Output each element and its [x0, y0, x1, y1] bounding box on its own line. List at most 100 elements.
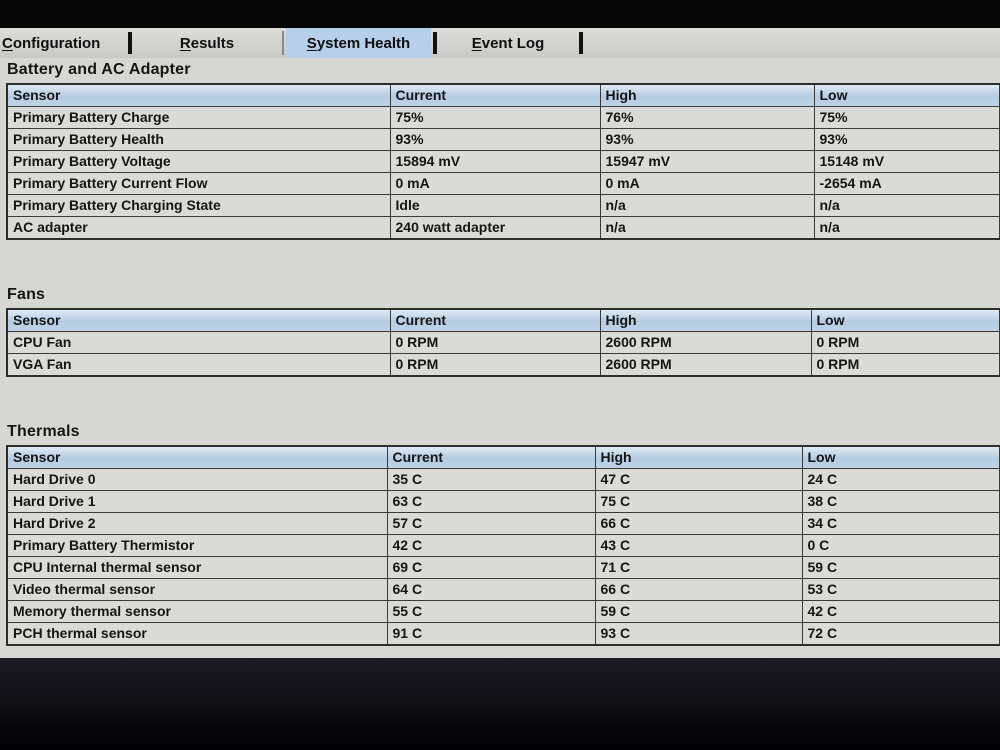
column-header: Current	[389, 308, 601, 332]
tab-separator	[433, 32, 437, 54]
table-row: Hard Drive 0 35 C 47 C 24 C	[6, 468, 1000, 491]
table-row: Memory thermal sensor 55 C 59 C 42 C	[6, 600, 1000, 623]
tab-label: esults	[190, 34, 235, 52]
sensor-value-cell: 24 C	[801, 468, 1000, 491]
tab-label: R	[179, 34, 191, 52]
sensor-name-cell: Primary Battery Thermistor	[6, 534, 388, 557]
sensor-value-cell: 15894 mV	[389, 150, 601, 173]
tab-separator	[579, 32, 583, 54]
sensor-name-cell: Primary Battery Charging State	[6, 194, 391, 217]
table-row: AC adapter 240 watt adapter n/a n/a	[6, 216, 1000, 240]
column-header: Sensor	[6, 308, 391, 332]
sensor-value-cell: 15148 mV	[813, 150, 1000, 173]
tab-label: vent Log	[481, 34, 545, 52]
sensor-name-cell: VGA Fan	[6, 353, 391, 377]
column-header: Current	[386, 445, 596, 469]
table-row: CPU Internal thermal sensor 69 C 71 C 59 C	[6, 556, 1000, 579]
thermals-section-title: Thermals	[7, 423, 80, 440]
column-header: Low	[810, 308, 1000, 332]
table-row: Video thermal sensor 64 C 66 C 53 C	[6, 578, 1000, 601]
sensor-value-cell: 71 C	[594, 556, 803, 579]
column-header: High	[599, 308, 812, 332]
sensor-name-cell: Primary Battery Current Flow	[6, 172, 391, 195]
table-row: Primary Battery Charging State Idle n/a n/a	[6, 194, 1000, 217]
sensor-value-cell: n/a	[813, 216, 1000, 240]
tab-label: onfiguration	[12, 34, 101, 52]
sensor-name-cell: Primary Battery Voltage	[6, 150, 391, 173]
sensor-value-cell: 240 watt adapter	[389, 216, 601, 240]
sensor-value-cell: 0 RPM	[810, 353, 1000, 377]
sensor-value-cell: 93 C	[594, 622, 803, 646]
sensor-value-cell: n/a	[813, 194, 1000, 217]
sensor-name-cell: Primary Battery Charge	[6, 106, 391, 129]
sensor-value-cell: 2600 RPM	[599, 353, 812, 377]
sensor-name-cell: CPU Internal thermal sensor	[6, 556, 388, 579]
table-row: CPU Fan 0 RPM 2600 RPM 0 RPM	[6, 331, 1000, 354]
sensor-value-cell: 69 C	[386, 556, 596, 579]
sensor-value-cell: 0 mA	[389, 172, 601, 195]
sensor-value-cell: n/a	[599, 216, 815, 240]
column-header: High	[594, 445, 803, 469]
tab-results[interactable]: Results	[134, 28, 280, 58]
sensor-name-cell: Hard Drive 2	[6, 512, 388, 535]
sensor-value-cell: 66 C	[594, 578, 803, 601]
table-row: Primary Battery Voltage 15894 mV 15947 mV 1…	[6, 150, 1000, 173]
sensor-name-cell: AC adapter	[6, 216, 391, 240]
sensor-name-cell: Hard Drive 0	[6, 468, 388, 491]
table-row: VGA Fan 0 RPM 2600 RPM 0 RPM	[6, 353, 1000, 377]
sensor-name-cell: PCH thermal sensor	[6, 622, 388, 646]
sensor-value-cell: 55 C	[386, 600, 596, 623]
system-health-panel: Battery and AC Adapter Sensor Current Hi…	[0, 58, 1000, 658]
sensor-value-cell: 0 C	[801, 534, 1000, 557]
sensor-name-cell: Memory thermal sensor	[6, 600, 388, 623]
tab-label: E	[471, 34, 482, 52]
battery-table: Sensor Current High Low Primary Battery …	[6, 83, 1000, 240]
sensor-value-cell: 76%	[599, 106, 815, 129]
sensor-value-cell: 59 C	[801, 556, 1000, 579]
tab-label: ystem Health	[316, 34, 411, 52]
tab-configuration[interactable]: Configuration	[0, 28, 126, 58]
sensor-value-cell: n/a	[599, 194, 815, 217]
sensor-value-cell: Idle	[389, 194, 601, 217]
column-header: High	[599, 83, 815, 107]
table-row: Hard Drive 2 57 C 66 C 34 C	[6, 512, 1000, 535]
column-header: Sensor	[6, 83, 391, 107]
sensor-value-cell: 75%	[813, 106, 1000, 129]
sensor-value-cell: 63 C	[386, 490, 596, 513]
sensor-value-cell: 43 C	[594, 534, 803, 557]
tab-separator	[128, 32, 132, 54]
sensor-value-cell: 72 C	[801, 622, 1000, 646]
column-header: Low	[813, 83, 1000, 107]
sensor-value-cell: 42 C	[801, 600, 1000, 623]
battery-section-title: Battery and AC Adapter	[7, 61, 191, 78]
table-row: Hard Drive 1 63 C 75 C 38 C	[6, 490, 1000, 513]
column-header: Current	[389, 83, 601, 107]
sensor-value-cell: 38 C	[801, 490, 1000, 513]
sensor-value-cell: 0 RPM	[389, 353, 601, 377]
table-row: Primary Battery Current Flow 0 mA 0 mA -265…	[6, 172, 1000, 195]
tab-separator	[282, 31, 284, 55]
footer-area: Perform Quick Audio Check ✓ Thorough Tes…	[0, 658, 1000, 750]
column-header: Sensor	[6, 445, 388, 469]
table-header-row: Sensor Current High Low	[6, 308, 1000, 332]
table-row: PCH thermal sensor 91 C 93 C 72 C	[6, 622, 1000, 646]
table-row: Primary Battery Health 93% 93% 93%	[6, 128, 1000, 151]
tab-system-health[interactable]: System Health	[286, 28, 431, 58]
sensor-value-cell: 91 C	[386, 622, 596, 646]
fans-table: Sensor Current High Low CPU Fan 0 RPM 2600…	[6, 308, 1000, 377]
table-header-row: Sensor Current High Low	[6, 445, 1000, 469]
column-header: Low	[801, 445, 1000, 469]
sensor-value-cell: 34 C	[801, 512, 1000, 535]
tab-label: C	[2, 34, 13, 52]
tab-label: S	[306, 34, 317, 52]
sensor-value-cell: 42 C	[386, 534, 596, 557]
tab-event-log[interactable]: Event Log	[439, 28, 577, 58]
sensor-value-cell: -2654 mA	[813, 172, 1000, 195]
sensor-value-cell: 93%	[813, 128, 1000, 151]
sensor-value-cell: 53 C	[801, 578, 1000, 601]
sensor-value-cell: 35 C	[386, 468, 596, 491]
sensor-name-cell: Hard Drive 1	[6, 490, 388, 513]
sensor-name-cell: Primary Battery Health	[6, 128, 391, 151]
sensor-value-cell: 15947 mV	[599, 150, 815, 173]
fans-section-title: Fans	[7, 286, 46, 303]
